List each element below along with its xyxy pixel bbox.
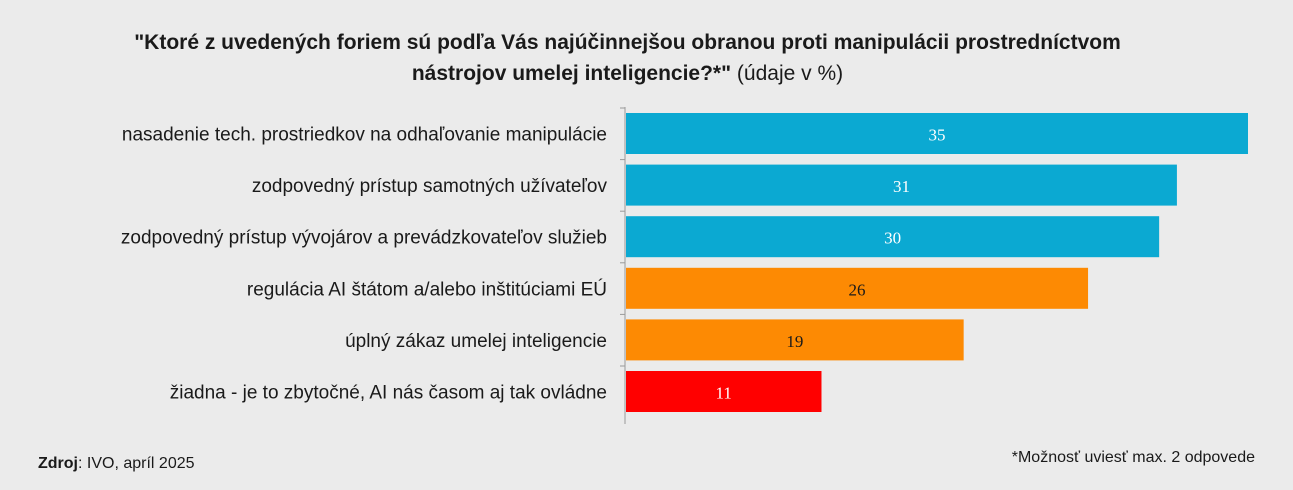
chart-title-unit: (údaje v %) (736, 62, 844, 85)
bar (626, 216, 1160, 258)
category-label: zodpovedný prístup vývojárov a prevádzko… (121, 228, 607, 249)
category-label: žiadna - je to zbytočné, AI nás časom aj… (170, 383, 607, 404)
bar (626, 113, 1248, 154)
data-label: 26 (849, 280, 866, 299)
bar (626, 319, 964, 361)
footnote: *Možnosť uviesť max. 2 odpovede (1011, 449, 1255, 466)
data-label: 31 (893, 177, 910, 196)
bar (626, 267, 1089, 309)
category-label: zodpovedný prístup samotných užívateľov (252, 176, 608, 197)
category-label: regulácia AI štátom a/alebo inštitúciami… (247, 278, 607, 300)
source-note: Zdroj: IVO, apríl 2025 (38, 455, 195, 473)
bar (626, 164, 1177, 206)
category-label: úplný zákaz umelej inteligencie (345, 331, 607, 352)
data-label: 19 (786, 332, 803, 351)
data-label: 30 (884, 229, 901, 248)
source-text: : IVO, apríl 2025 (78, 455, 195, 472)
source-label: Zdroj (38, 455, 78, 472)
chart-title: "Ktoré z uvedených foriem sú podľa Vás n… (0, 27, 1255, 89)
chart-title-line1: "Ktoré z uvedených foriem sú podľa Vás n… (134, 31, 1121, 54)
data-label: 35 (929, 126, 946, 145)
chart-title-line2: nástrojov umelej inteligencie?*" (411, 62, 732, 85)
category-label: nasadenie tech. prostriedkov na odhaľova… (122, 125, 607, 146)
bar (626, 371, 822, 412)
data-label: 11 (716, 384, 732, 403)
